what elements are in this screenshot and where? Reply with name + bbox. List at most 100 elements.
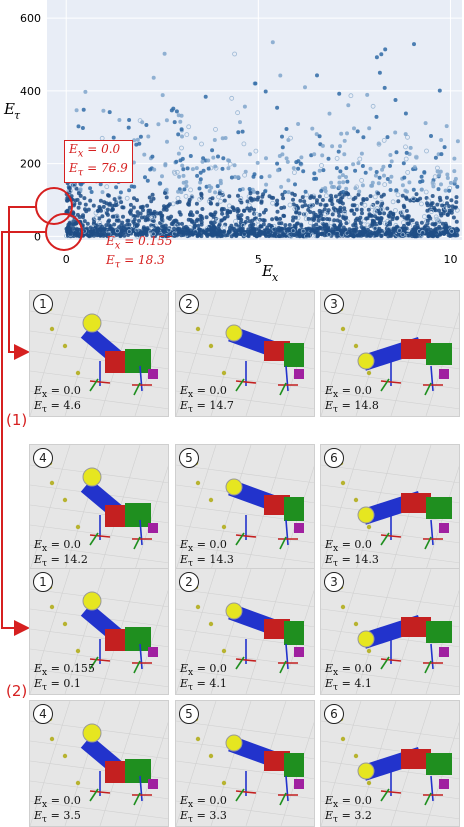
scatter-point xyxy=(197,186,202,191)
scatter-point xyxy=(352,126,356,131)
scatter-point xyxy=(182,228,186,233)
scatter-point xyxy=(396,228,402,233)
annotation-1-et: 76.9 xyxy=(101,161,128,176)
scatter-point xyxy=(239,217,244,222)
scatter-point xyxy=(393,98,398,102)
scatter-point xyxy=(75,233,80,238)
scatter-point xyxy=(447,188,452,193)
pose-et-value: 3.2 xyxy=(354,809,372,822)
scatter-point xyxy=(120,220,125,225)
pose-ex-value: 0.0 xyxy=(209,794,227,807)
scatter-point xyxy=(290,218,295,223)
scatter-point xyxy=(443,230,448,235)
scatter-point xyxy=(194,218,199,223)
pose-ex-metric: Ex = 0.0 xyxy=(325,538,372,555)
scatter-point xyxy=(114,185,119,190)
robot-scene xyxy=(321,569,459,694)
scatter-point xyxy=(166,233,171,238)
scatter-point xyxy=(264,182,269,187)
scatter-point xyxy=(436,218,441,224)
scatter-point xyxy=(389,174,394,179)
scatter-point xyxy=(158,221,163,225)
scatter-point xyxy=(100,214,105,219)
scatter-point xyxy=(179,145,184,151)
x-tick-label: 5 xyxy=(255,253,262,266)
scatter-point xyxy=(164,118,169,123)
scatter-point xyxy=(308,210,313,214)
scatter-point xyxy=(298,198,303,203)
scatter-point xyxy=(163,223,168,228)
scatter-point xyxy=(337,91,342,96)
scatter-point xyxy=(377,211,382,216)
scatter-point xyxy=(385,177,390,181)
scatter-point xyxy=(101,232,106,237)
pose-ex-value: 0.0 xyxy=(354,384,372,397)
scatter-point xyxy=(340,173,345,178)
scatter-point xyxy=(77,215,82,219)
scatter-point xyxy=(455,184,460,189)
scatter-point xyxy=(227,194,232,199)
scatter-point xyxy=(261,192,266,197)
pose-ex-value: 0.155 xyxy=(63,662,95,675)
scatter-point xyxy=(184,184,189,188)
scatter-point xyxy=(180,163,185,168)
scatter-point xyxy=(188,154,193,158)
robot-scene xyxy=(176,445,314,570)
scatter-point xyxy=(241,141,247,147)
scatter-point xyxy=(345,179,350,184)
scatter-point xyxy=(320,217,325,221)
scatter-point xyxy=(212,138,217,142)
scatter-point xyxy=(423,121,428,126)
scatter-point xyxy=(145,214,150,219)
scatter-point xyxy=(259,175,264,180)
scatter-point xyxy=(436,187,441,192)
scatter-point xyxy=(426,234,431,239)
y-axis-label: E xyxy=(3,100,15,118)
scatter-point xyxy=(425,203,430,208)
pose-et-metric: Eτ = 4.1 xyxy=(180,677,227,694)
scatter-point xyxy=(193,136,198,141)
scatter-point xyxy=(412,165,417,170)
scatter-point xyxy=(376,230,381,235)
pose-et-metric: Eτ = 3.3 xyxy=(180,809,227,826)
scatter-point xyxy=(267,174,272,179)
scatter-point xyxy=(292,232,296,237)
scatter-point xyxy=(358,221,363,226)
pose-ex-metric: Ex = 0.0 xyxy=(180,794,227,811)
scatter-point xyxy=(251,174,256,179)
scatter-point xyxy=(380,167,385,172)
scatter-point xyxy=(95,233,100,238)
scatter-point xyxy=(345,131,349,136)
scatter-point xyxy=(408,145,413,150)
pose-number-badge: 6 xyxy=(324,448,344,468)
scatter-point xyxy=(395,215,400,220)
scatter-point xyxy=(317,194,322,199)
scatter-point xyxy=(370,103,376,109)
scatter-point xyxy=(454,200,459,205)
scatter-point xyxy=(195,210,200,215)
robot-scene xyxy=(176,291,314,416)
scatter-point xyxy=(270,229,275,234)
scatter-point xyxy=(286,190,291,195)
scatter-point xyxy=(430,181,436,187)
scatter-point xyxy=(90,226,95,231)
scatter-point xyxy=(176,151,181,156)
scatter-point xyxy=(405,189,409,194)
scatter-point xyxy=(166,203,171,208)
pose-number-badge: 3 xyxy=(324,572,344,592)
scatter-point xyxy=(394,150,399,155)
scatter-point xyxy=(252,207,257,212)
scatter-point xyxy=(174,219,179,224)
scatter-point xyxy=(78,193,83,198)
scatter-point xyxy=(128,202,133,207)
scatter-point xyxy=(215,217,221,223)
scatter-point xyxy=(81,107,86,112)
scatter-point xyxy=(294,210,299,215)
scatter-point xyxy=(364,216,369,221)
scatter-point xyxy=(210,196,215,201)
scatter-point xyxy=(111,231,116,236)
pose-panel: 5 Ex = 0.0 Eτ = 14.3 xyxy=(175,444,315,571)
scatter-point xyxy=(361,198,366,203)
scatter-point xyxy=(87,233,92,238)
scatter-point xyxy=(213,126,218,132)
